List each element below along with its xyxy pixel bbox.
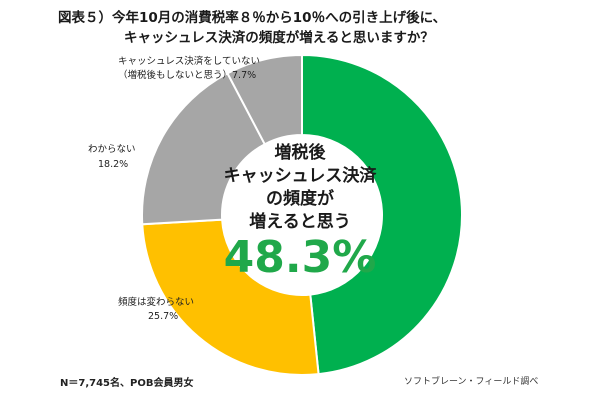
slice-label-no-cashless-value: （増税後もしないと思う）7.7% bbox=[118, 69, 256, 81]
slice-label-unchanged-name: 頻度は変わらない bbox=[118, 296, 194, 308]
slice-unknown bbox=[141, 72, 267, 226]
slice-label-no-cashless-name: キャッシュレス決済をしていない bbox=[118, 55, 260, 67]
slice-label-unknown-name: わからない bbox=[88, 144, 136, 155]
slice-label-unchanged-value: 25.7% bbox=[148, 311, 178, 322]
center-label-line-2: キャッシュレス決済 bbox=[224, 165, 378, 186]
center-label-line-1: 増税後 bbox=[275, 142, 327, 163]
slice-no-cashless bbox=[226, 53, 303, 146]
center-label-line-4: 増えると思う bbox=[249, 211, 351, 232]
source-note: ソフトブレーン・フィールド調べ bbox=[404, 377, 539, 387]
chart-title: 図表５）今年10月の消費税率８％から10％への引き上げ後に、 キャッシュレス決済… bbox=[58, 8, 588, 48]
center-label-line-3: の頻度が bbox=[266, 188, 334, 209]
center-label-value: 48.3% bbox=[224, 232, 377, 283]
slice-label-unknown-value: 18.2% bbox=[98, 159, 128, 170]
donut-slices bbox=[141, 53, 463, 376]
sample-size-note: N＝7,745名、POB会員男女 bbox=[60, 378, 194, 389]
chart-title-line-2: キャッシュレス決済の頻度が増えると思いますか？ bbox=[124, 30, 434, 46]
slice-unchanged bbox=[141, 218, 320, 376]
slice-increase bbox=[301, 53, 463, 376]
chart-title-line-1: 図表５）今年10月の消費税率８％から10％への引き上げ後に、 bbox=[58, 10, 447, 26]
